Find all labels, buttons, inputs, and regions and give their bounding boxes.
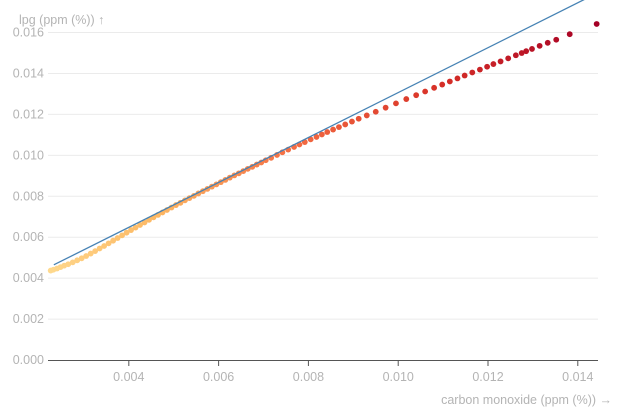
data-point bbox=[313, 134, 320, 140]
y-tick-label: 0.014 bbox=[13, 66, 44, 80]
data-point bbox=[141, 219, 148, 226]
data-point bbox=[123, 229, 130, 236]
data-point bbox=[505, 55, 512, 62]
y-tick-label: 0.002 bbox=[13, 312, 44, 326]
x-axis-label: carbon monoxide (ppm (%)) → bbox=[441, 393, 612, 407]
data-point bbox=[536, 42, 543, 49]
data-point bbox=[446, 78, 453, 85]
data-point bbox=[490, 61, 497, 67]
data-point bbox=[101, 243, 108, 249]
y-tick-label: 0.004 bbox=[13, 271, 44, 285]
data-point bbox=[523, 48, 530, 55]
trend-line bbox=[53, 0, 585, 266]
data-point bbox=[529, 46, 535, 52]
x-tick-label: 0.014 bbox=[562, 370, 593, 384]
data-point bbox=[83, 253, 90, 259]
data-point bbox=[65, 261, 72, 268]
y-axis-label: lpg (ppm (%)) ↑ bbox=[19, 13, 104, 27]
trend-line-group bbox=[53, 0, 585, 266]
data-point bbox=[119, 232, 125, 239]
data-point bbox=[336, 124, 342, 131]
data-point bbox=[324, 129, 331, 135]
data-point bbox=[69, 259, 76, 266]
data-point bbox=[105, 240, 112, 247]
y-tick-label: 0.016 bbox=[13, 26, 44, 40]
data-points bbox=[47, 21, 600, 274]
x-axis: 0.004 0.006 0.008 0.010 0.012 0.014 bbox=[48, 360, 598, 384]
data-point bbox=[593, 21, 600, 27]
data-point bbox=[110, 237, 117, 244]
x-tick-label: 0.006 bbox=[203, 370, 234, 384]
data-point bbox=[342, 121, 349, 128]
data-point bbox=[382, 104, 389, 111]
data-point bbox=[512, 52, 519, 59]
data-point bbox=[87, 250, 94, 257]
data-point bbox=[544, 39, 551, 46]
data-point bbox=[363, 112, 370, 119]
data-point bbox=[518, 50, 525, 56]
data-point bbox=[403, 96, 410, 102]
data-point bbox=[349, 118, 355, 125]
data-point bbox=[355, 115, 362, 122]
data-point bbox=[137, 222, 143, 228]
y-tick-label: 0.006 bbox=[13, 230, 44, 244]
data-point bbox=[92, 248, 99, 255]
y-tick-label: 0.008 bbox=[13, 189, 44, 203]
x-tick-label: 0.004 bbox=[113, 370, 144, 384]
y-tick-label: 0.012 bbox=[13, 107, 44, 121]
data-point bbox=[78, 255, 85, 262]
data-point bbox=[132, 224, 139, 231]
data-point bbox=[553, 36, 560, 43]
data-point bbox=[439, 81, 446, 88]
x-tick-label: 0.010 bbox=[383, 370, 414, 384]
data-point bbox=[307, 136, 314, 143]
x-tick-label: 0.008 bbox=[293, 370, 324, 384]
data-point bbox=[393, 100, 399, 107]
data-point bbox=[114, 235, 121, 241]
data-point bbox=[372, 108, 379, 115]
data-point bbox=[128, 227, 134, 233]
data-point bbox=[469, 69, 476, 76]
data-point bbox=[318, 131, 325, 138]
data-point bbox=[74, 257, 81, 264]
data-point bbox=[566, 31, 573, 38]
grid-lines bbox=[48, 32, 598, 320]
x-tick-label: 0.012 bbox=[472, 370, 503, 384]
data-point bbox=[461, 72, 468, 79]
data-point bbox=[431, 84, 438, 91]
data-point bbox=[413, 92, 420, 99]
data-point bbox=[454, 75, 461, 82]
y-axis-ticks: 0.000 0.002 0.004 0.006 0.008 0.010 0.012 0.014… bbox=[13, 26, 44, 367]
y-tick-label: 0.000 bbox=[13, 353, 44, 367]
data-point bbox=[477, 66, 483, 73]
data-point bbox=[96, 245, 103, 252]
data-point bbox=[484, 63, 491, 70]
data-point bbox=[330, 126, 337, 133]
data-point bbox=[497, 58, 504, 65]
y-tick-label: 0.010 bbox=[13, 148, 44, 162]
data-point bbox=[422, 88, 429, 95]
